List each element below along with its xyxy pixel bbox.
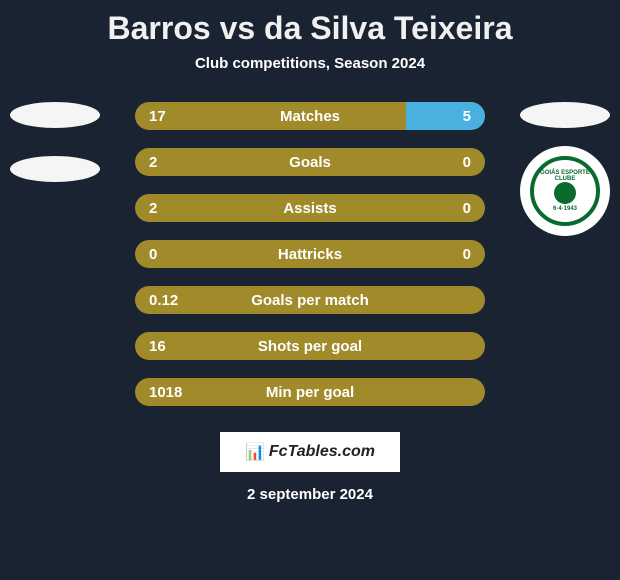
crest-top-text: GOIÁS ESPORTE CLUBE xyxy=(534,170,596,182)
club-oval-icon xyxy=(10,102,100,128)
stat-bar: 2Assists0 xyxy=(135,194,485,222)
crest-ball-icon xyxy=(554,182,576,204)
left-club-column xyxy=(10,102,100,182)
club-oval-icon xyxy=(520,102,610,128)
page-title: Barros vs da Silva Teixeira xyxy=(0,0,620,47)
stat-label: Goals per match xyxy=(135,292,485,309)
stat-label: Assists xyxy=(135,200,485,217)
stat-right-value: 0 xyxy=(463,200,471,217)
stat-label: Shots per goal xyxy=(135,338,485,355)
stat-bar: 17Matches5 xyxy=(135,102,485,130)
stat-bar: 0.12Goals per match xyxy=(135,286,485,314)
club-crest-icon: GOIÁS ESPORTE CLUBE 6·4·1943 xyxy=(520,146,610,236)
stat-right-value: 5 xyxy=(463,108,471,125)
stat-bar: 0Hattricks0 xyxy=(135,240,485,268)
stat-label: Min per goal xyxy=(135,384,485,401)
stat-bar: 16Shots per goal xyxy=(135,332,485,360)
right-club-column: GOIÁS ESPORTE CLUBE 6·4·1943 xyxy=(520,102,610,236)
crest-bottom-text: 6·4·1943 xyxy=(553,206,577,212)
brand-box: 📊 FcTables.com xyxy=(220,432,400,472)
footer-date: 2 september 2024 xyxy=(0,486,620,503)
stat-right-value: 0 xyxy=(463,246,471,263)
stats-zone: GOIÁS ESPORTE CLUBE 6·4·1943 17Matches5 2… xyxy=(0,102,620,406)
stat-label: Matches xyxy=(135,108,485,125)
stat-bar: 2Goals0 xyxy=(135,148,485,176)
club-oval-icon xyxy=(10,156,100,182)
stat-bars: 17Matches52Goals02Assists00Hattricks00.1… xyxy=(135,102,485,406)
brand-chart-icon: 📊 xyxy=(245,442,265,462)
stat-bar: 1018Min per goal xyxy=(135,378,485,406)
brand-text: FcTables.com xyxy=(269,443,375,461)
page-subtitle: Club competitions, Season 2024 xyxy=(0,55,620,72)
stat-label: Goals xyxy=(135,154,485,171)
stat-label: Hattricks xyxy=(135,246,485,263)
stat-right-value: 0 xyxy=(463,154,471,171)
